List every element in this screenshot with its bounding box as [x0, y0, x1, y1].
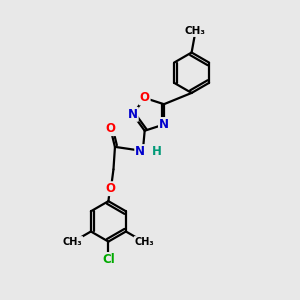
Text: CH₃: CH₃ — [63, 237, 82, 247]
Text: N: N — [135, 145, 145, 158]
Text: O: O — [105, 182, 115, 195]
Text: CH₃: CH₃ — [134, 237, 154, 247]
Text: H: H — [152, 145, 161, 158]
Text: CH₃: CH₃ — [184, 26, 205, 36]
Text: N: N — [159, 118, 169, 131]
Text: N: N — [128, 108, 138, 121]
Text: O: O — [140, 92, 150, 104]
Text: Cl: Cl — [102, 253, 115, 266]
Text: O: O — [106, 122, 116, 135]
